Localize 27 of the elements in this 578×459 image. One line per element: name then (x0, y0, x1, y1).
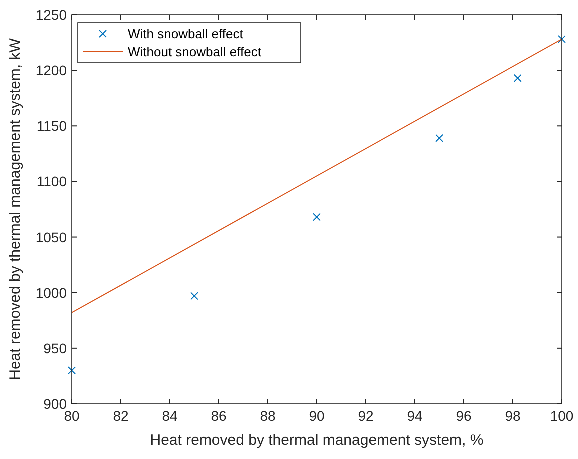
legend-label: Without snowball effect (128, 44, 262, 60)
x-axis-title: Heat removed by thermal management system, % (150, 432, 484, 449)
point (313, 213, 321, 222)
point (436, 134, 444, 142)
point (68, 366, 76, 375)
legend-label: With snowball effect (128, 26, 244, 42)
y-tick-label: 1050 (36, 229, 68, 246)
x-tick-label: 92 (358, 408, 374, 424)
point (514, 74, 522, 82)
y-tick-label: 1150 (36, 118, 68, 134)
x-tick-label: 90 (309, 408, 325, 424)
x-tick-label: 82 (113, 408, 129, 424)
x-tick-label: 98 (505, 408, 521, 424)
y-axis-title: Heat removed by thermal management system, kW (7, 38, 24, 380)
y-tick-label: 950 (44, 340, 68, 356)
x-tick-label: 100 (550, 408, 574, 424)
x-tick-label: 96 (456, 408, 472, 424)
x-tick-label: 94 (407, 408, 423, 424)
y-tick-label: 1200 (36, 62, 68, 79)
point (558, 35, 566, 44)
x-tick-label: 84 (162, 408, 178, 424)
x-tick-label: 88 (260, 408, 276, 424)
y-tick-label: 1000 (36, 284, 68, 301)
point (190, 292, 198, 300)
x-tick-label: 86 (211, 408, 227, 424)
y-tick-label: 1250 (36, 7, 68, 23)
y-tick-label: 1100 (36, 174, 68, 190)
